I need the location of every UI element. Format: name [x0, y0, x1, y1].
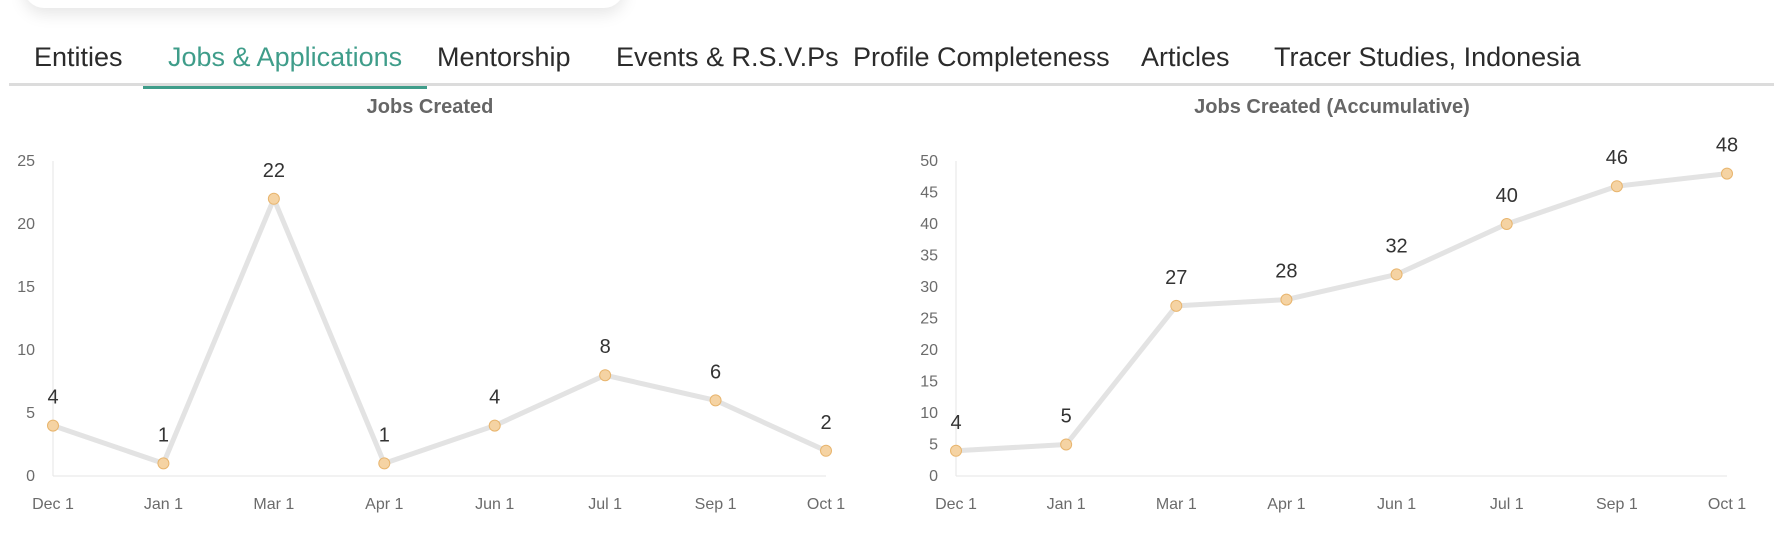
y-tick-label: 20 — [17, 216, 35, 233]
tab-entities[interactable]: Entities — [34, 42, 123, 72]
x-tick-label: Sep 1 — [695, 496, 737, 513]
y-tick-label: 40 — [920, 216, 938, 233]
y-tick-label: 50 — [920, 153, 938, 170]
y-tick-label: 5 — [26, 405, 35, 422]
y-tick-label: 25 — [17, 153, 35, 170]
tab-profile-completeness[interactable]: Profile Completeness — [853, 42, 1110, 72]
data-label: 1 — [158, 424, 169, 446]
data-label: 2 — [820, 412, 831, 434]
x-tick-label: Apr 1 — [365, 496, 403, 513]
y-tick-label: 0 — [929, 468, 938, 485]
header-card-shadow — [24, 0, 624, 8]
tab-events-rsvps[interactable]: Events & R.S.V.Ps — [616, 42, 839, 72]
chart-title: Jobs Created (Accumulative) — [1194, 96, 1470, 118]
jobs-created-accumulative-svg: Jobs Created (Accumulative) 0 5 10 15 20 25 30 3… — [920, 96, 1746, 513]
x-tick-label: Mar 1 — [1156, 496, 1197, 513]
x-tick-label: Dec 1 — [935, 496, 977, 513]
x-tick-label: Oct 1 — [807, 496, 845, 513]
y-tick-label: 35 — [920, 248, 938, 265]
x-tick-label: Jan 1 — [1047, 496, 1086, 513]
series-line — [953, 171, 1730, 454]
data-point[interactable] — [1721, 167, 1733, 180]
x-tick-label: Jun 1 — [475, 496, 514, 513]
x-tick-label: Jun 1 — [1377, 496, 1416, 513]
data-label: 46 — [1606, 147, 1628, 169]
data-point[interactable] — [709, 394, 722, 407]
x-tick-label: Mar 1 — [253, 496, 294, 513]
data-point[interactable] — [47, 419, 59, 432]
data-point[interactable] — [378, 457, 391, 470]
y-tick-label: 0 — [26, 468, 35, 485]
data-point[interactable] — [267, 192, 280, 205]
tab-tracer-studies-indonesia[interactable]: Tracer Studies, Indonesia — [1274, 42, 1581, 72]
data-label: 1 — [379, 424, 390, 446]
data-point[interactable] — [1500, 218, 1513, 230]
y-tick-label: 10 — [17, 342, 35, 359]
data-label: 40 — [1496, 185, 1518, 207]
data-point[interactable] — [1060, 438, 1073, 451]
data-label: 8 — [600, 336, 611, 358]
data-label: 32 — [1385, 235, 1407, 257]
data-label: 4 — [950, 412, 961, 434]
x-tick-label: Jul 1 — [1490, 496, 1524, 513]
y-tick-label: 25 — [920, 311, 938, 328]
data-point[interactable] — [1280, 293, 1293, 306]
data-label: 4 — [489, 387, 500, 409]
data-point[interactable] — [1390, 268, 1403, 281]
x-tick-label: Jul 1 — [588, 496, 622, 513]
data-label: 22 — [263, 160, 285, 182]
data-point[interactable] — [1170, 299, 1183, 312]
series-line — [50, 196, 829, 466]
jobs-created-accumulative-chart: Jobs Created (Accumulative) 0 5 10 15 20 25 30 3… — [880, 95, 1774, 535]
y-tick-label: 30 — [920, 279, 938, 296]
y-tick-label: 5 — [929, 437, 938, 454]
y-tick-label: 20 — [920, 342, 938, 359]
chart-title: Jobs Created — [367, 96, 494, 118]
x-tick-label: Sep 1 — [1596, 496, 1638, 513]
x-tick-label: Jan 1 — [144, 496, 183, 513]
data-label: 5 — [1061, 406, 1072, 428]
data-point[interactable] — [488, 419, 501, 432]
y-tick-label: 15 — [920, 374, 938, 391]
y-tick-label: 15 — [17, 279, 35, 296]
tab-mentorship[interactable]: Mentorship — [437, 42, 571, 72]
data-label: 27 — [1165, 267, 1187, 289]
data-point[interactable] — [950, 444, 962, 457]
tab-jobs-applications[interactable]: Jobs & Applications — [143, 28, 428, 89]
data-label: 4 — [47, 387, 58, 409]
data-point[interactable] — [599, 369, 612, 382]
jobs-created-chart: Jobs Created 0 5 10 15 20 25 Dec 1 Jan 1 Mar 1 Apr… — [0, 95, 870, 535]
data-label: 6 — [710, 361, 721, 383]
data-point[interactable] — [1610, 180, 1623, 193]
jobs-created-svg: Jobs Created 0 5 10 15 20 25 Dec 1 Jan 1 Mar 1 Apr… — [17, 96, 845, 513]
data-point[interactable] — [820, 444, 832, 457]
tab-bar: Entities Jobs & Applications Mentorship … — [9, 28, 1774, 89]
data-point[interactable] — [157, 457, 170, 470]
data-label: 28 — [1275, 261, 1297, 283]
x-tick-label: Apr 1 — [1267, 496, 1305, 513]
x-tick-label: Dec 1 — [32, 496, 74, 513]
x-tick-label: Oct 1 — [1708, 496, 1746, 513]
data-label: 48 — [1716, 135, 1738, 157]
y-tick-label: 10 — [920, 405, 938, 422]
tab-articles[interactable]: Articles — [1141, 42, 1230, 72]
y-tick-label: 45 — [920, 185, 938, 202]
